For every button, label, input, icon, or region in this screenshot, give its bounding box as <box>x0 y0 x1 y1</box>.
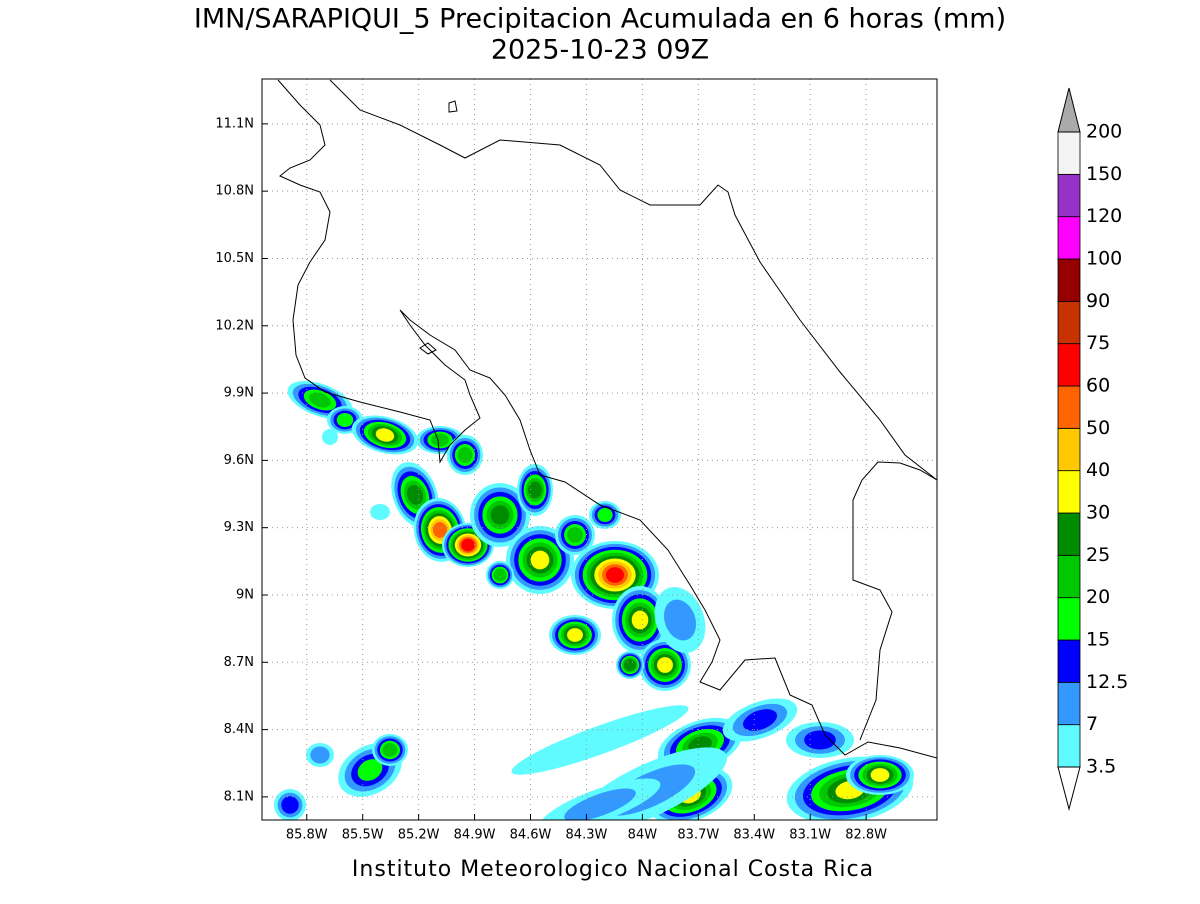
y-tick-label: 8.1N <box>224 789 254 804</box>
colorbar-label: 60 <box>1086 375 1110 397</box>
colorbar-box <box>1057 724 1081 768</box>
precip-contour <box>631 610 649 630</box>
colorbar-under <box>1057 766 1081 811</box>
colorbar-label: 200 <box>1086 121 1122 143</box>
x-tick-label: 82.8W <box>845 828 887 843</box>
colorbar-box <box>1057 385 1081 429</box>
x-tick-label: 84W <box>628 828 658 843</box>
x-tick-label: 85.8W <box>286 828 328 843</box>
panama-border <box>852 461 937 741</box>
colorbar-box <box>1057 258 1081 302</box>
precip-contour <box>528 481 542 499</box>
y-tick-label: 9.6N <box>224 453 254 468</box>
colorbar-box <box>1057 512 1081 556</box>
precip-contour <box>530 550 550 570</box>
precip-contour <box>357 759 383 781</box>
y-tick-label: 8.4N <box>224 722 254 737</box>
colorbar-label: 20 <box>1086 586 1110 608</box>
precip-contour <box>511 705 689 775</box>
colorbar-box <box>1057 300 1081 345</box>
y-tick-label: 10.8N <box>215 184 254 199</box>
precip-contour <box>490 505 510 525</box>
colorbar-label: 90 <box>1086 290 1110 312</box>
colorbar-label: 50 <box>1086 417 1110 439</box>
y-tick-label: 9.3N <box>224 520 254 535</box>
colorbar-box <box>1057 427 1081 472</box>
x-tick-label: 84.6W <box>510 828 552 843</box>
precip-contour <box>567 527 583 543</box>
colorbar-label: 25 <box>1086 544 1110 566</box>
precip-contour <box>310 746 330 764</box>
colorbar-label: 150 <box>1086 163 1122 185</box>
pacific-coast <box>277 79 937 759</box>
subtitle: 2025-10-23 09Z <box>491 35 709 66</box>
x-tick-label: 84.3W <box>566 828 608 843</box>
precipitation-field <box>274 380 914 820</box>
precip-contour <box>281 796 299 814</box>
precip-contour <box>382 743 398 757</box>
precip-contour <box>461 538 475 552</box>
map-frame <box>261 78 938 821</box>
y-tick-label: 10.5N <box>215 251 254 266</box>
colorbar-box <box>1057 470 1081 514</box>
island <box>419 100 458 355</box>
precip-contour <box>370 504 390 520</box>
precip-contour <box>322 429 338 445</box>
precip-contour <box>431 433 449 447</box>
colorbar-label: 7 <box>1086 713 1098 735</box>
precip-contour <box>493 568 507 582</box>
colorbar-box <box>1057 554 1081 599</box>
x-tick-label: 84.9W <box>454 828 496 843</box>
precip-contour <box>605 567 625 583</box>
precip-contour <box>375 428 395 442</box>
precip-contour <box>657 657 673 673</box>
grid: 85.8W 85.5W 85.2W 84.9W 84.6W 84.3W 84W 83.7W 83… <box>215 79 937 843</box>
colorbar-over <box>1057 87 1081 133</box>
colorbar-label: 100 <box>1086 248 1122 270</box>
colorbar-box <box>1057 173 1081 218</box>
colorbar-box <box>1057 639 1081 683</box>
y-tick-label: 11.1N <box>215 116 254 131</box>
y-tick-label: 10.2N <box>215 318 254 333</box>
y-tick-label: 8.7N <box>224 655 254 670</box>
x-tick-label: 83.1W <box>789 828 831 843</box>
y-tick-label: 9N <box>236 587 254 602</box>
colorbar-label: 40 <box>1086 459 1110 481</box>
colorbar-label: 30 <box>1086 502 1110 524</box>
credit: Instituto Meteorologico Nacional Costa R… <box>352 857 874 882</box>
colorbar-box <box>1057 216 1081 260</box>
title: IMN/SARAPIQUI_5 Precipitacion Acumulada … <box>194 4 1006 35</box>
colorbar-label: 12.5 <box>1086 671 1128 693</box>
colorbar-label: 75 <box>1086 332 1110 354</box>
x-tick-label: 83.7W <box>677 828 719 843</box>
colorbar: 3.5 7 12.5 15 20 25 30 40 50 60 75 90 100 120 150 200 <box>1057 87 1128 811</box>
north-border <box>329 79 937 481</box>
colorbar-box <box>1057 131 1081 175</box>
precip-contour <box>567 628 583 642</box>
colorbar-label: 120 <box>1086 205 1122 227</box>
colorbar-label: 15 <box>1086 629 1110 651</box>
x-tick-label: 85.2W <box>398 828 440 843</box>
x-tick-label: 83.4W <box>733 828 775 843</box>
precip-contour <box>309 392 331 408</box>
coastlines <box>277 79 937 759</box>
colorbar-box <box>1057 343 1081 387</box>
colorbar-box <box>1057 681 1081 726</box>
precip-contour <box>804 730 836 750</box>
precip-contour <box>597 507 613 523</box>
colorbar-box <box>1057 597 1081 641</box>
precip-contour <box>742 709 778 731</box>
y-tick-label: 9.9N <box>224 386 254 401</box>
precip-contour <box>623 658 637 672</box>
precip-contour <box>663 599 697 641</box>
precip-contour <box>870 768 890 782</box>
precip-contour <box>432 522 448 538</box>
x-tick-label: 85.5W <box>342 828 384 843</box>
colorbar-label: 3.5 <box>1086 756 1116 778</box>
precip-contour <box>457 447 473 463</box>
precip-contour <box>336 412 354 428</box>
